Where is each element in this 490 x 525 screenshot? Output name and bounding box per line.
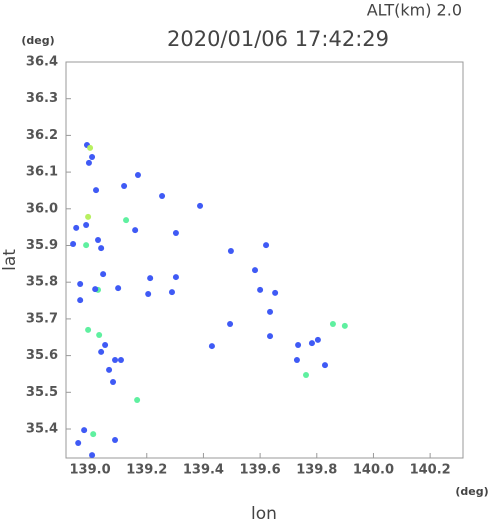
y-tick-label: 35.4 [26, 422, 58, 437]
y-tick-label: 36.1 [26, 165, 58, 180]
echo-cell [227, 321, 234, 328]
echo-cell [85, 159, 92, 166]
echo-cell [341, 322, 348, 329]
x-tick-label: 140.0 [353, 463, 394, 478]
y-tick-label: 36.0 [26, 201, 58, 216]
echo-cell [102, 341, 109, 348]
echo-cell [93, 187, 100, 194]
echo-cell [134, 397, 141, 404]
echo-cell [208, 343, 215, 350]
y-axis-label: lat [0, 249, 20, 271]
echo-cell [90, 431, 97, 438]
echo-cell [147, 275, 154, 282]
echo-cell [172, 274, 179, 281]
echo-cell [159, 192, 166, 199]
echo-cell [70, 241, 77, 248]
echo-cell [168, 289, 175, 296]
y-tick-label: 35.7 [26, 311, 58, 326]
echo-cell [263, 242, 270, 249]
echo-cell [321, 362, 328, 369]
echo-cell [257, 286, 264, 293]
x-tick-label: 139.6 [240, 463, 281, 478]
y-tick-label: 36.4 [26, 55, 58, 70]
echo-cell [89, 154, 96, 161]
x-tick-label: 140.2 [410, 463, 451, 478]
echo-cell [83, 242, 90, 249]
x-tick-label: 139.4 [183, 463, 224, 478]
echo-cell [117, 357, 124, 364]
altitude-label: ALT(km) 2.0 [367, 1, 462, 20]
echo-cell [252, 267, 259, 274]
echo-cell [115, 285, 122, 292]
y-tick-label: 35.5 [26, 385, 58, 400]
echo-cell [89, 452, 96, 459]
x-tick-label: 139.0 [70, 463, 111, 478]
echo-cell [87, 144, 94, 151]
echo-cell [83, 221, 90, 228]
echo-cell [112, 357, 119, 364]
echo-cell [96, 332, 103, 339]
y-unit: (deg) [21, 34, 54, 47]
echo-cell [112, 437, 119, 444]
echo-cell [314, 336, 321, 343]
echo-cell [145, 290, 152, 297]
plot-frame [65, 61, 464, 459]
x-tick-label: 139.2 [126, 463, 167, 478]
echo-cell [92, 286, 99, 293]
echo-cell [308, 340, 315, 347]
echo-cell [75, 439, 82, 446]
echo-cell [329, 321, 336, 328]
echo-cell [172, 230, 179, 237]
y-tick-label: 35.6 [26, 348, 58, 363]
y-tick-label: 35.9 [26, 238, 58, 253]
x-axis-label: lon [251, 504, 277, 521]
chart-title: 2020/01/06 17:42:29 [167, 27, 389, 51]
y-tick-label: 35.8 [26, 275, 58, 290]
echo-cell [123, 217, 130, 224]
x-unit: (deg) [455, 485, 488, 498]
x-tick-label: 139.8 [296, 463, 337, 478]
echo-cell [85, 213, 92, 220]
echo-cell [95, 236, 102, 243]
echo-cell [85, 326, 92, 333]
echo-cell [267, 308, 274, 315]
echo-cell [81, 427, 88, 434]
echo-cell [293, 357, 300, 364]
echo-cell [77, 297, 84, 304]
echo-cell [272, 289, 279, 296]
echo-cell [77, 281, 84, 288]
echo-cell [121, 183, 128, 190]
echo-cell [227, 248, 234, 255]
echo-cell [197, 202, 204, 209]
echo-cell [98, 348, 105, 355]
echo-cell [132, 227, 139, 234]
echo-cell [73, 224, 80, 231]
echo-cell [106, 366, 113, 373]
echo-cell [98, 245, 105, 252]
echo-cell [267, 333, 274, 340]
echo-cell [295, 341, 302, 348]
echo-cell [110, 379, 117, 386]
y-tick-label: 36.3 [26, 91, 58, 106]
echo-cell [303, 372, 310, 379]
echo-cell [134, 172, 141, 179]
y-tick-label: 36.2 [26, 128, 58, 143]
echo-cell [100, 271, 107, 278]
